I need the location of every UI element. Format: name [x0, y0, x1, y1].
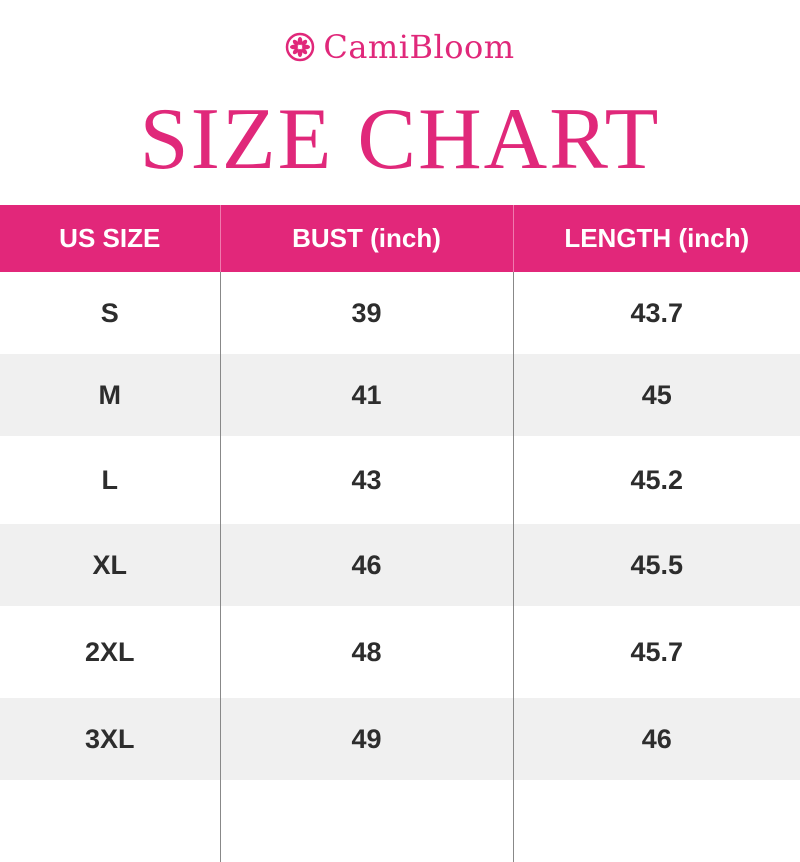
header-bust: BUST (inch) — [219, 205, 513, 272]
table-row: XL 46 45.5 — [0, 524, 800, 606]
cell-size: M — [0, 354, 220, 436]
cell-length: 46 — [512, 698, 800, 780]
cell-empty — [0, 780, 220, 862]
brand-name: CamiBloom — [323, 28, 515, 66]
cell-size: L — [101, 464, 119, 495]
cell-size: XL — [0, 524, 220, 606]
page-title: SIZE CHART — [139, 91, 661, 188]
cell-length: 45.5 — [512, 524, 800, 606]
cell-bust: 43 — [219, 436, 513, 524]
brand-logo: CamiBloom — [0, 28, 800, 66]
table-row: 2XL 48 45.7 — [0, 606, 800, 698]
table-row: L 43 45.2 — [0, 436, 800, 524]
cell-empty — [512, 780, 800, 862]
cell-bust: 41 — [219, 354, 513, 436]
cell-empty — [219, 780, 513, 862]
flower-circle-icon — [286, 32, 315, 62]
cell-length: 43.7 — [512, 272, 800, 354]
header-us-size: US SIZE — [0, 205, 220, 272]
size-chart-table: US SIZE BUST (inch) LENGTH (inch) S 39 4… — [0, 205, 800, 862]
table-row: M 41 45 — [0, 354, 800, 436]
cell-bust: 46 — [219, 524, 513, 606]
table-row: 3XL 49 46 — [0, 698, 800, 780]
cell-bust: 48 — [219, 606, 513, 698]
cell-length: 45 — [512, 354, 800, 436]
cell-length: 45.2 — [512, 436, 800, 524]
cell-size: 2XL — [84, 636, 135, 667]
table-row-empty — [0, 780, 800, 862]
cell-bust: 49 — [219, 698, 513, 780]
header-length: LENGTH (inch) — [512, 205, 800, 272]
table-header-row: US SIZE BUST (inch) LENGTH (inch) — [0, 205, 800, 272]
cell-bust: 39 — [219, 272, 513, 354]
table-row: S 39 43.7 — [0, 272, 800, 354]
cell-size: 3XL — [0, 698, 220, 780]
cell-size: S — [100, 297, 119, 328]
cell-length: 45.7 — [512, 606, 800, 698]
